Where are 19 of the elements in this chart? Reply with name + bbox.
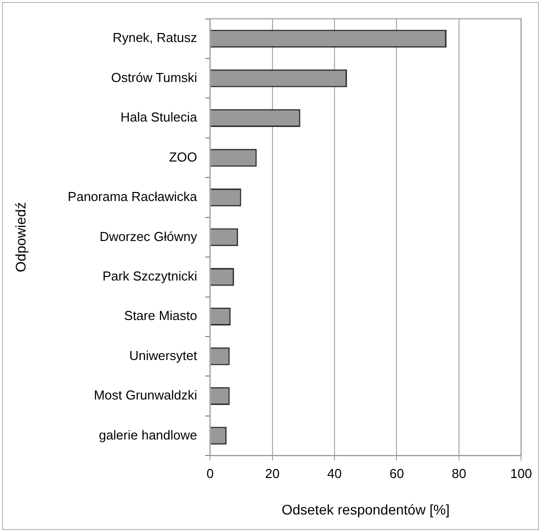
y-axis-title: Odpowiedź <box>12 202 28 272</box>
y-tick-label: Most Grunwaldzki <box>94 388 198 403</box>
y-tick-label: Uniwersytet <box>129 348 198 363</box>
x-tick-label: 0 <box>206 466 214 481</box>
x-tick-label: 40 <box>327 466 342 481</box>
x-tick-label: 60 <box>390 466 404 481</box>
y-tick-label: Panorama Racławicka <box>68 189 198 204</box>
y-tick-label: Stare Miasto <box>124 308 198 324</box>
x-tick-label: 80 <box>452 466 466 481</box>
y-tick-label: Ostrów Tumski <box>111 70 198 85</box>
y-tick-label: Park Szczytnicki <box>102 268 198 284</box>
y-tick-label: Hala Stulecia <box>120 110 198 125</box>
y-tick-label: Dworzec Główny <box>100 228 198 244</box>
x-tick-label: 100 <box>510 466 532 481</box>
y-tick-label: galerie handlowe <box>98 427 198 442</box>
y-tick-label: ZOO <box>168 149 198 164</box>
x-tick-label: 20 <box>265 466 280 481</box>
x-axis-title: Odsetek respondentów [%] <box>282 501 450 518</box>
y-tick-label: Rynek, Ratusz <box>112 30 198 46</box>
